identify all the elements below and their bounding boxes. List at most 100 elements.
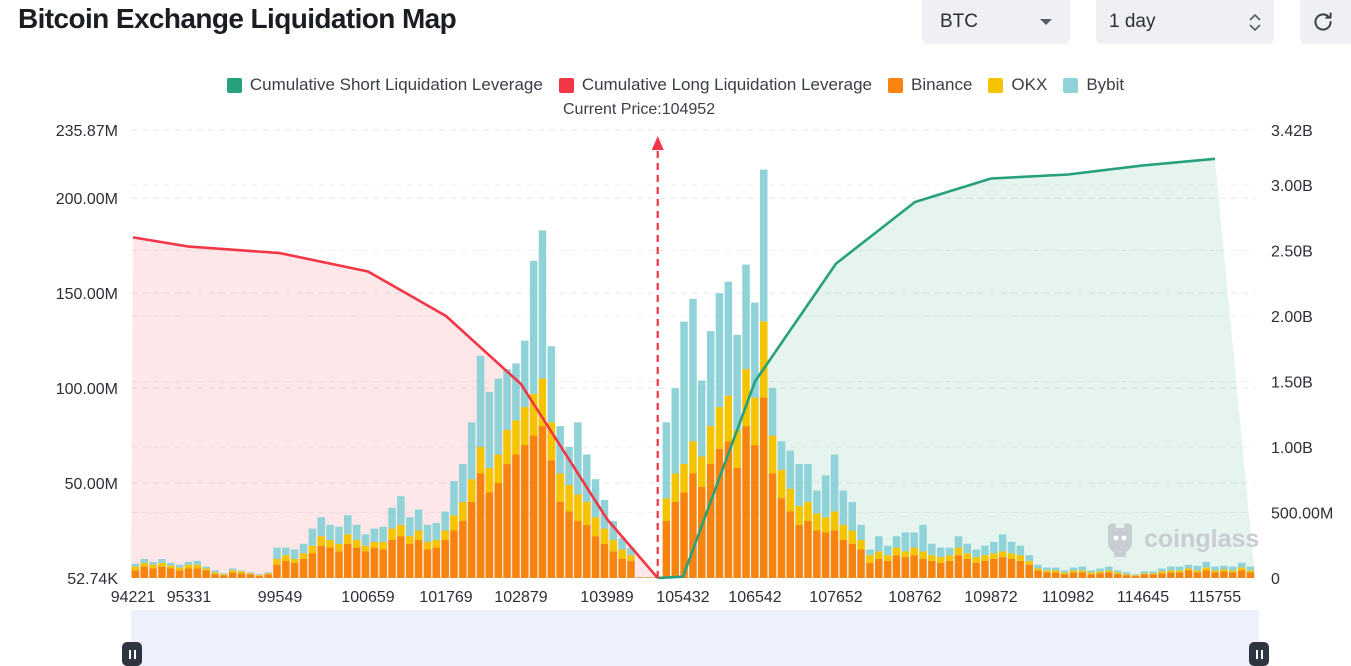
refresh-button[interactable] [1300, 0, 1351, 44]
bar-bybit [432, 522, 440, 540]
bar-bybit [503, 369, 511, 430]
bar-bybit [963, 543, 971, 554]
bar-okx [273, 559, 281, 565]
bar-binance [1211, 572, 1219, 578]
bar-binance [220, 575, 228, 578]
bar-okx [910, 547, 918, 556]
bar-bybit [777, 441, 786, 470]
legend-item[interactable]: Cumulative Long Liquidation Leverage [558, 75, 872, 95]
range-handle-right[interactable] [1249, 642, 1269, 666]
bar-okx [565, 484, 573, 512]
bar-binance [1025, 564, 1033, 578]
bar-okx [733, 429, 741, 468]
bar-okx [547, 422, 556, 461]
bar-binance [1237, 570, 1246, 578]
bar-okx [1122, 574, 1131, 576]
bar-okx [529, 393, 538, 436]
bar-okx [282, 555, 290, 561]
symbol-select[interactable]: BTC [922, 0, 1070, 44]
bar-binance [1122, 575, 1131, 578]
bar-okx [981, 555, 989, 561]
bar-okx [591, 517, 600, 537]
left-axis-tick: 52.74K [67, 571, 118, 588]
left-axis-tick: 50.00M [65, 476, 118, 493]
range-brush[interactable] [131, 610, 1259, 666]
bar-bybit [229, 568, 237, 571]
bar-binance [662, 521, 671, 578]
bar-okx [742, 369, 750, 427]
bar-bybit [1087, 570, 1095, 573]
legend-item[interactable]: Binance [887, 75, 972, 95]
bar-bybit [689, 298, 697, 442]
bar-bybit [919, 524, 927, 552]
bar-bybit [1114, 570, 1122, 573]
bar-bybit [167, 562, 175, 566]
bar-bybit [1122, 572, 1131, 575]
bar-okx [1131, 575, 1140, 577]
bar-binance [954, 555, 963, 578]
bar-binance [998, 557, 1007, 578]
bar-okx [892, 547, 901, 556]
right-axis-tick: 1.50B [1271, 375, 1313, 392]
bar-okx [220, 574, 228, 576]
coinglass-logo-icon [1108, 523, 1132, 557]
bar-binance [733, 467, 741, 578]
bar-okx [503, 429, 511, 465]
bar-binance [751, 445, 759, 578]
bar-bybit [1220, 565, 1228, 570]
bar-okx [1052, 570, 1060, 573]
legend-swatch [558, 77, 574, 93]
bar-bybit [662, 422, 671, 499]
bar-bybit [1184, 564, 1193, 569]
bar-okx [326, 540, 334, 548]
bar-bybit [1069, 567, 1078, 571]
legend-item[interactable]: Bybit [1063, 75, 1124, 95]
bar-okx [1202, 567, 1210, 571]
range-handle-left[interactable] [122, 642, 142, 666]
bar-binance [1131, 576, 1140, 578]
bar-bybit [1096, 568, 1104, 572]
bar-okx [476, 446, 485, 474]
bar-binance [512, 454, 520, 578]
current-price-label: Current Price:104952 [563, 101, 716, 118]
bar-okx [512, 420, 520, 455]
bar-bybit [556, 426, 564, 474]
bar-bybit [344, 515, 352, 535]
bar-bybit [972, 549, 980, 558]
period-select[interactable]: 1 day [1096, 0, 1274, 44]
bar-okx [467, 479, 476, 502]
bar-okx [1193, 570, 1202, 573]
bar-okx [928, 555, 936, 561]
bar-okx [671, 473, 679, 502]
bar-okx [406, 536, 414, 544]
bar-binance [397, 536, 405, 578]
bar-bybit [901, 532, 910, 552]
x-axis-tick: 99549 [258, 589, 303, 606]
bar-okx [211, 572, 219, 575]
bar-okx [1158, 571, 1166, 574]
bar-binance [875, 559, 883, 578]
bar-binance [1007, 559, 1016, 578]
legend-item[interactable]: OKX [988, 75, 1047, 95]
bar-bybit [1043, 567, 1051, 571]
bar-bybit [1052, 567, 1060, 571]
bar-bybit [1175, 566, 1184, 571]
bar-bybit [583, 454, 591, 502]
bar-binance [1167, 572, 1175, 578]
bar-okx [724, 395, 733, 442]
legend-swatch [988, 77, 1004, 93]
bar-bybit [1202, 561, 1210, 568]
bar-bybit [388, 507, 396, 529]
legend-item[interactable]: Cumulative Short Liquidation Leverage [226, 75, 543, 95]
long-line [132, 236, 659, 579]
x-axis-tick: 107652 [809, 589, 862, 606]
bar-okx [919, 551, 927, 559]
bar-binance [857, 549, 865, 578]
bar-binance [370, 547, 379, 578]
bar-okx [777, 469, 786, 499]
bar-okx [229, 570, 237, 573]
bar-okx [352, 540, 361, 548]
bar-binance [821, 532, 830, 578]
bar-binance [1087, 574, 1095, 578]
bar-okx [760, 321, 768, 398]
